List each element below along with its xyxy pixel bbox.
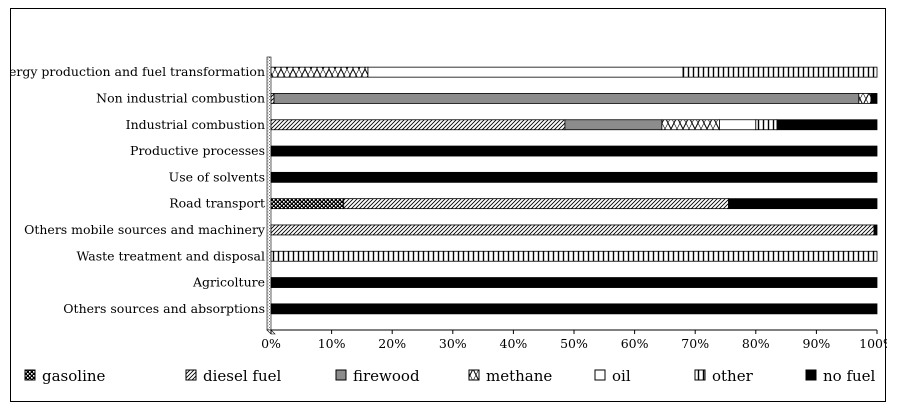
legend-label-gasoline: gasoline [42,367,106,385]
legend-swatch-other [694,369,706,381]
legend-swatch-methane [468,369,480,381]
legend-label-oil: oil [612,367,631,385]
legend-label-methane: methane [486,367,552,385]
bar-no-fuel-non-industrial-combustion [870,93,878,104]
x-tick-label: 30% [439,336,467,351]
bar-firewood-non-industrial-combustion [273,93,860,104]
bar-no-fuel-others-sources-and-absorptions [270,303,878,315]
bar-no-fuel-industrial-combustion [776,119,878,131]
bar-no-fuel-others-mobile-sources-and-machinery [873,224,878,236]
stacked-bar-chart: Energy production and fuel transformatio… [0,56,895,385]
bar-oil-industrial-combustion [719,119,757,131]
bar-no-fuel-use-of-solvents [270,171,878,183]
x-tick-label: 50% [560,336,588,351]
bar-other-industrial-combustion [755,119,778,131]
legend-item-firewood: firewood [335,367,420,385]
x-tick-label: 70% [681,336,709,351]
category-label-energy-production-and-fuel-transformation: Energy production and fuel transformatio… [11,64,265,79]
category-label-productive-processes: Productive processes [130,143,265,158]
bar-gasoline-road-transport [270,198,345,210]
legend-item-gasoline: gasoline [24,367,106,385]
category-label-waste-treatment-and-disposal: Waste treatment and disposal [77,248,265,263]
legend-swatch-gasoline [24,369,36,381]
bar-no-fuel-road-transport [728,198,878,210]
legend: gasoline diesel fuel firewood methane oil oth… [24,367,876,385]
bar-oil-energy-production-and-fuel-transformation [367,66,684,78]
legend-swatch-oil [594,369,606,381]
legend-swatch-no-fuel [805,369,817,381]
bar-diesel-fuel-others-mobile-sources-and-machinery [270,224,875,236]
bar-methane-industrial-combustion [661,119,720,131]
bar-no-fuel-productive-processes [270,145,878,157]
category-label-agricolture: Agricolture [192,275,265,290]
bar-methane-energy-production-and-fuel-transformation [270,66,369,78]
legend-label-firewood: firewood [353,367,420,385]
x-axis: 0% 10% 20% 30% 40% 50% 60% 70% 80% 90% 100% [261,329,895,351]
legend-label-diesel-fuel: diesel fuel [203,367,282,385]
category-label-others-mobile-sources-and-machinery: Others mobile sources and machinery [24,222,266,237]
category-label-industrial-combustion: Industrial combustion [126,117,265,132]
legend-swatch-firewood [335,369,347,381]
legend-label-other: other [712,367,754,385]
bar-diesel-fuel-road-transport [343,198,729,210]
legend-label-no-fuel: no fuel [823,367,876,385]
x-tick-label: 40% [500,336,528,351]
legend-item-oil: oil [594,367,631,385]
category-label-road-transport: Road transport [169,196,265,211]
plot-area [266,56,878,335]
legend-item-diesel-fuel: diesel fuel [185,367,282,385]
bar-diesel-fuel-non-industrial-combustion [270,93,275,104]
bar-other-energy-production-and-fuel-transformation [682,66,878,78]
x-tick-label: 0% [261,336,281,351]
bar-methane-non-industrial-combustion [858,93,872,104]
x-tick-label: 60% [621,336,649,351]
category-label-non-industrial-combustion: Non industrial combustion [96,90,265,105]
category-label-use-of-solvents: Use of solvents [169,169,265,184]
bar-firewood-industrial-combustion [564,119,663,131]
x-tick-label: 100% [859,336,887,351]
bar-other-waste-treatment-and-disposal [270,250,878,262]
chart-frame: Energy production and fuel transformatio… [0,8,895,402]
x-tick-label: 10% [318,336,346,351]
legend-swatch-diesel-fuel [185,369,197,381]
legend-item-methane: methane [468,367,552,385]
category-label-others-sources-and-absorptions: Others sources and absorptions [63,301,265,316]
x-tick-label: 90% [803,336,831,351]
category-labels: Energy production and fuel transformatio… [0,64,266,316]
x-tick-label: 80% [742,336,770,351]
x-tick-label: 20% [378,336,406,351]
axis-side-wall [266,56,272,331]
legend-item-other: other [694,367,754,385]
bar-no-fuel-agricolture [270,277,878,288]
bar-diesel-fuel-industrial-combustion [270,119,566,131]
legend-item-no-fuel: no fuel [805,367,876,385]
